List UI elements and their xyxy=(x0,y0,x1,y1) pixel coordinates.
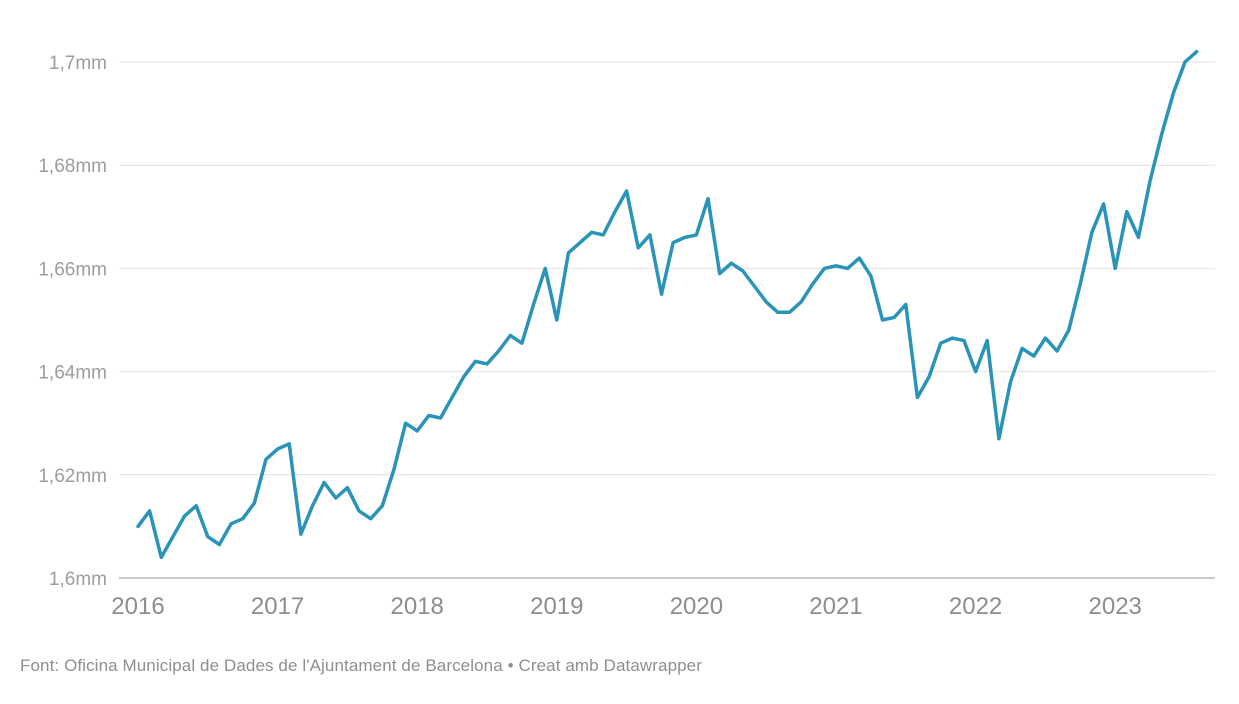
chart-footer: Font: Oficina Municipal de Dades de l'Aj… xyxy=(20,656,702,675)
x-tick-label: 2020 xyxy=(670,593,723,620)
y-tick-label: 1,64mm xyxy=(38,363,107,384)
y-axis-labels: 1,6mm 1,62mm 1,64mm 1,66mm 1,68mm 1,7mm xyxy=(38,53,107,590)
x-tick-label: 2022 xyxy=(949,593,1002,620)
data-line-series xyxy=(136,49,1199,560)
x-tick-label: 2018 xyxy=(391,593,444,620)
y-tick-label: 1,66mm xyxy=(38,259,107,280)
x-tick-label: 2017 xyxy=(251,593,304,620)
x-tick-label: 2019 xyxy=(530,593,583,620)
x-tick-label: 2016 xyxy=(111,593,164,620)
y-tick-label: 1,62mm xyxy=(38,466,107,487)
x-tick-label: 2021 xyxy=(809,593,862,620)
gridlines xyxy=(119,61,1215,579)
x-tick-label: 2023 xyxy=(1089,593,1142,620)
y-tick-label: 1,7mm xyxy=(49,53,107,74)
x-axis-labels: 2016 2017 2018 2019 2020 2021 2022 2023 xyxy=(111,593,1142,620)
y-tick-label: 1,6mm xyxy=(49,569,107,590)
y-tick-label: 1,68mm xyxy=(38,156,107,177)
